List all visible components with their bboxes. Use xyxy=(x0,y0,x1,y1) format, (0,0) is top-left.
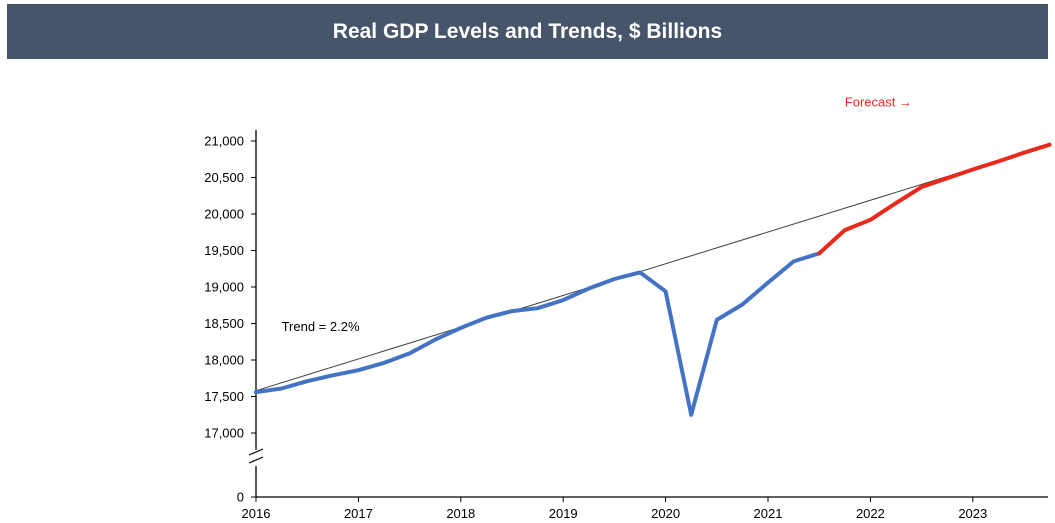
x-tick-label: 2016 xyxy=(242,506,271,521)
y-tick-label: 21,000 xyxy=(204,134,244,149)
chart-axes xyxy=(248,130,1048,502)
chart-annotations: Trend = 2.2% Forecast → xyxy=(282,94,912,334)
y-tick-label: 18,000 xyxy=(204,353,244,368)
axis-break-mark xyxy=(248,448,264,456)
y-tick-label: 19,000 xyxy=(204,280,244,295)
axis-break-mark xyxy=(248,456,264,464)
trend-annotation: Trend = 2.2% xyxy=(282,319,360,334)
y-tick-label: 18,500 xyxy=(204,316,244,331)
forecast-annotation: Forecast → xyxy=(845,94,912,109)
chart-series xyxy=(254,142,1052,417)
x-tick-label: 2020 xyxy=(651,506,680,521)
chart-title: Real GDP Levels and Trends, $ Billions xyxy=(332,19,723,43)
x-tick-label: 2022 xyxy=(856,506,885,521)
x-tick-label: 2017 xyxy=(344,506,373,521)
y-tick-label: 0 xyxy=(237,490,244,505)
y-tick-label: 17,000 xyxy=(204,426,244,441)
trend-line xyxy=(255,144,1051,392)
x-tick-label: 2018 xyxy=(446,506,475,521)
chart-header: Real GDP Levels and Trends, $ Billions xyxy=(7,4,1048,59)
forecast-gdp-line xyxy=(817,142,1052,256)
y-tick-label: 20,500 xyxy=(204,170,244,185)
y-tick-label: 20,000 xyxy=(204,207,244,222)
x-tick-label: 2019 xyxy=(549,506,578,521)
y-tick-label: 19,500 xyxy=(204,243,244,258)
actual-gdp-line xyxy=(254,251,822,417)
y-tick-label: 17,500 xyxy=(204,389,244,404)
x-tick-label: 2021 xyxy=(754,506,783,521)
x-axis-tick-labels: 2016 2017 2018 2019 2020 2021 2022 2023 xyxy=(242,506,988,521)
x-tick-label: 2023 xyxy=(958,506,987,521)
y-axis-tick-labels: 0 17,000 17,500 18,000 18,500 19,000 19,500 20,… xyxy=(204,134,244,505)
